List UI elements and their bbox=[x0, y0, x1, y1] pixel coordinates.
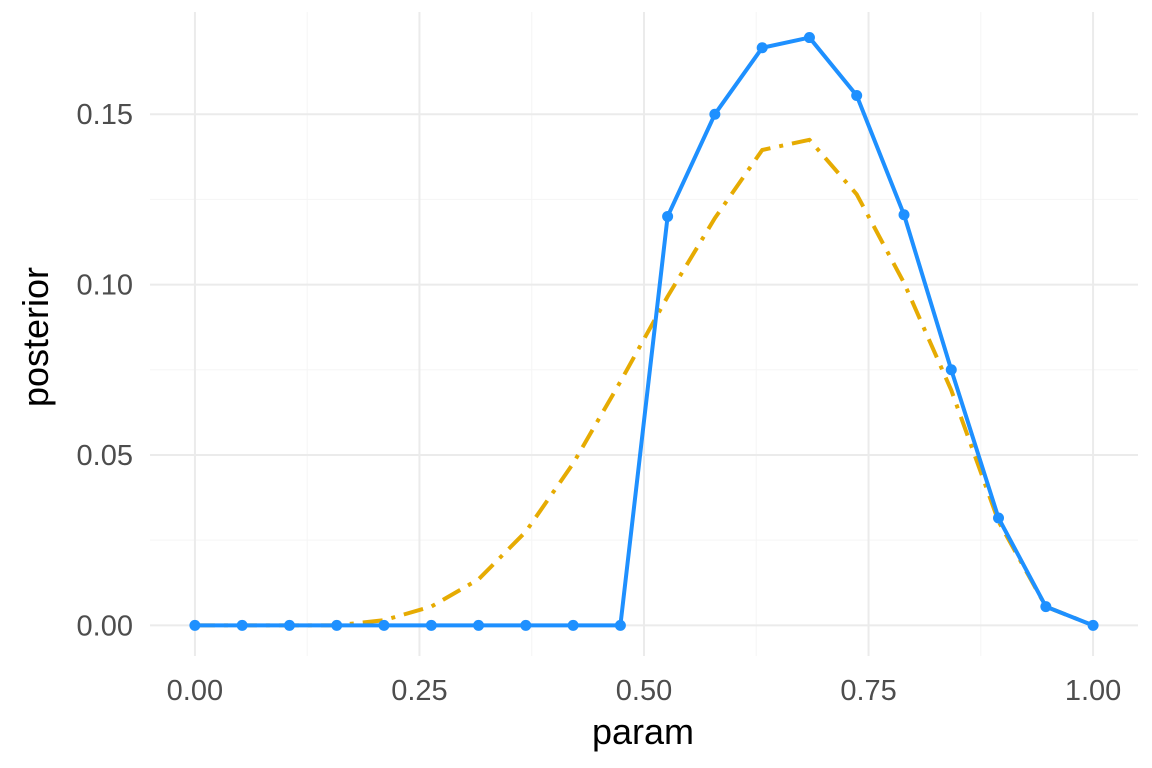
data-point bbox=[614, 619, 626, 631]
x-tick-label: 0.75 bbox=[840, 675, 896, 707]
x-axis-title: param bbox=[592, 711, 694, 752]
data-point bbox=[898, 209, 910, 221]
data-point bbox=[425, 619, 437, 631]
y-tick-labels: 0.00 0.05 0.10 0.15 bbox=[77, 99, 133, 642]
y-tick-label: 0.10 bbox=[77, 270, 133, 302]
x-tick-label: 0.00 bbox=[167, 675, 223, 707]
data-point bbox=[709, 108, 721, 120]
y-axis-title: posterior bbox=[15, 267, 56, 407]
data-point bbox=[473, 619, 485, 631]
x-tick-label: 0.50 bbox=[616, 675, 672, 707]
grid-major-lines bbox=[150, 12, 1138, 656]
data-point bbox=[378, 619, 390, 631]
data-point bbox=[1040, 601, 1052, 613]
data-point bbox=[756, 42, 768, 54]
data-point bbox=[803, 32, 815, 44]
x-tick-labels: 0.00 0.25 0.50 0.75 1.00 bbox=[167, 675, 1122, 707]
data-point bbox=[331, 619, 343, 631]
data-point bbox=[1087, 619, 1099, 631]
y-tick-label: 0.05 bbox=[77, 440, 133, 472]
data-point bbox=[567, 619, 579, 631]
data-point bbox=[189, 619, 201, 631]
data-point bbox=[662, 210, 674, 222]
data-point bbox=[851, 89, 863, 101]
data-point bbox=[283, 619, 295, 631]
series-layer bbox=[189, 32, 1099, 631]
data-point bbox=[236, 619, 248, 631]
data-point bbox=[945, 364, 957, 376]
x-tick-label: 1.00 bbox=[1065, 675, 1121, 707]
series-line-solid bbox=[194, 35, 1094, 628]
y-tick-label: 0.00 bbox=[77, 610, 133, 642]
data-point bbox=[993, 512, 1005, 524]
y-tick-label: 0.15 bbox=[77, 99, 133, 131]
data-point bbox=[520, 619, 532, 631]
x-tick-label: 0.25 bbox=[391, 675, 447, 707]
